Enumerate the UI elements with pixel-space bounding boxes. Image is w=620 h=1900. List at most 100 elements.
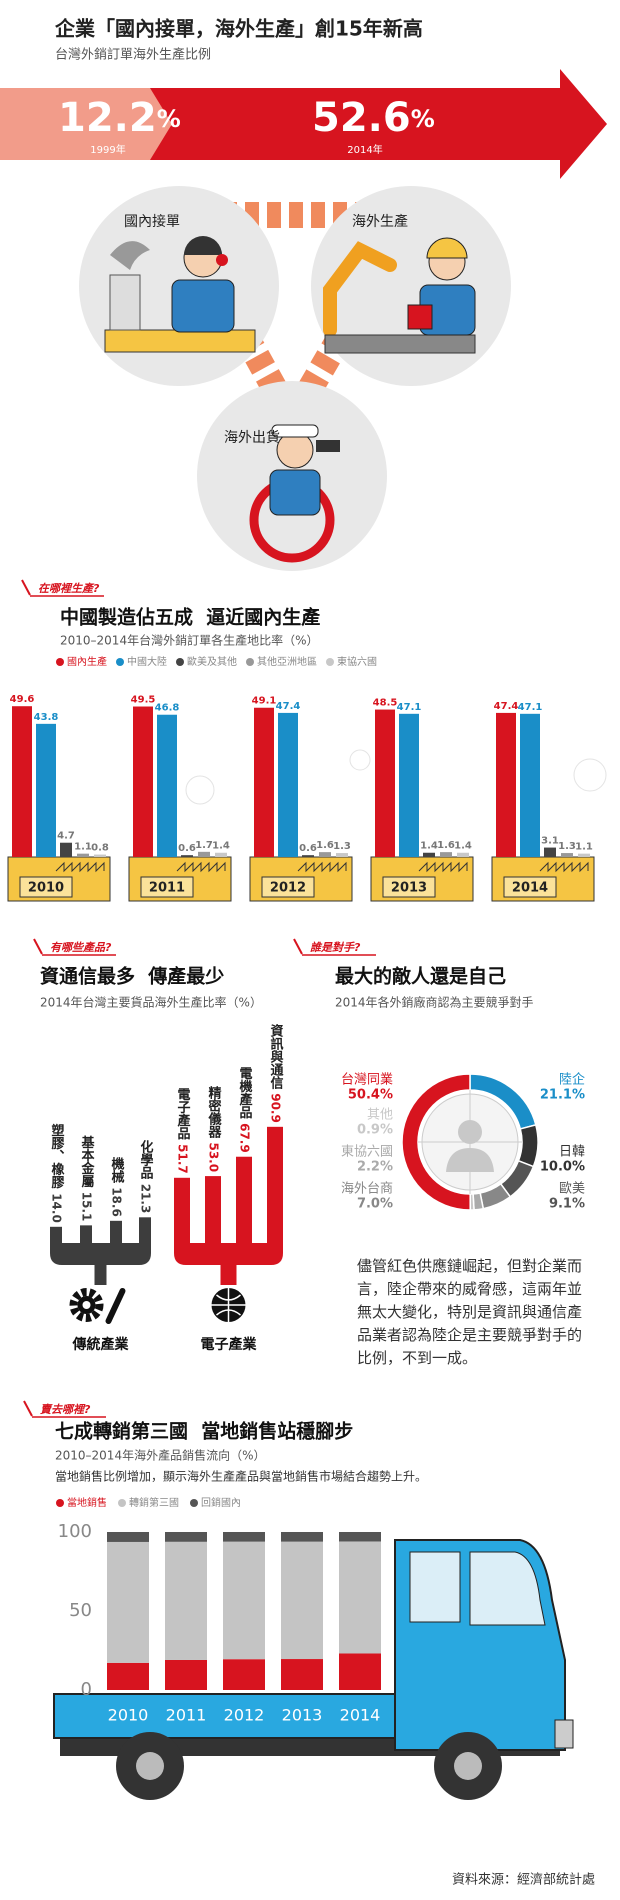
category-label: 塑膠、橡膠 (49, 1123, 65, 1190)
bar (94, 854, 106, 857)
value-label: 1.1 (74, 842, 92, 853)
fork-connector (174, 1243, 283, 1265)
category-label: 精密儀器 (206, 1086, 223, 1140)
truck-bumper (554, 1719, 574, 1749)
bubble (573, 758, 607, 792)
legend-label: 歐美及其他 (187, 655, 237, 668)
chart-title: 中國製造佔五成 逼近國內生產 (60, 606, 320, 629)
bar-segment (223, 1659, 265, 1690)
factory-roof (55, 861, 105, 873)
headset (216, 254, 228, 266)
tag-slash (23, 1400, 33, 1417)
source: 資料來源：經濟部統計處 (452, 1872, 595, 1888)
end-year: 2014年 (347, 143, 382, 156)
worker-helmet (426, 237, 468, 259)
slice-value: 21.1% (540, 1088, 585, 1103)
bar-segment (281, 1532, 323, 1542)
start-year: 1999年 (90, 143, 125, 156)
chart-title: 七成轉銷第三國 當地銷售站穩腳步 (55, 1420, 353, 1443)
value-label: 51.7 (176, 1144, 190, 1174)
x-tick-label: 2013 (391, 881, 427, 896)
section-tag: 在哪裡生產? (38, 582, 100, 595)
bar (198, 851, 210, 857)
binoculars (316, 440, 340, 452)
chart-note: 當地銷售比例增加，顯示海外生產產品與當地銷售市場結合趨勢上升。 (55, 1469, 427, 1484)
group-label: 傳統產業 (72, 1336, 130, 1353)
globe-lines (211, 1288, 246, 1322)
bar (60, 842, 72, 857)
section-tag: 有哪些產品? (50, 941, 112, 954)
bar (254, 707, 274, 857)
value-label: 1.3 (333, 841, 351, 852)
person-body (446, 1148, 494, 1172)
y-tick-label: 100 (58, 1521, 92, 1542)
legend-swatch (56, 1499, 64, 1507)
bar (205, 1176, 221, 1245)
factory-roof (297, 861, 347, 873)
bar-segment (165, 1541, 207, 1660)
slice-label: 日韓 (559, 1145, 585, 1160)
value-label: 48.5 (373, 698, 398, 709)
bar-segment (339, 1532, 381, 1542)
year-box (140, 876, 194, 898)
bar (561, 853, 573, 857)
bar (181, 855, 193, 857)
year-box (382, 876, 436, 898)
scene-label: 海外生產 (352, 213, 408, 230)
value-label: 47.1 (397, 702, 422, 713)
page-title: 企業「國內接單，海外生產」創15年新高 (54, 17, 423, 41)
desk (104, 329, 256, 353)
bar (139, 1217, 151, 1245)
value-label: 14.0 (50, 1193, 64, 1223)
x-tick-label: 2012 (224, 1706, 265, 1725)
legend-swatch (56, 658, 64, 666)
category-label: 電子產品 (175, 1088, 192, 1141)
start-band (0, 88, 172, 160)
pigeon (110, 241, 150, 270)
bar (423, 852, 435, 857)
value-label: 1.4 (212, 841, 230, 852)
value-label: 1.4 (420, 841, 438, 852)
bar (50, 1226, 62, 1245)
y-tick-label: 0 (81, 1679, 92, 1700)
slice-value: 50.4% (348, 1088, 393, 1103)
value-label: 1.7 (195, 840, 213, 851)
chart-subtitle: 2014年台灣主要貨品海外生產比率（%） (40, 995, 262, 1010)
bar (174, 1177, 190, 1245)
bar-segment (107, 1541, 149, 1663)
bar-segment (107, 1532, 149, 1542)
value-label: 0.8 (91, 843, 109, 854)
value-label: 49.5 (131, 695, 156, 706)
group-label: 電子產業 (201, 1336, 258, 1353)
bar-segment (339, 1541, 381, 1654)
bubble (185, 775, 215, 805)
tag-slash (33, 938, 43, 955)
value-label: 15.1 (80, 1192, 94, 1222)
bar (578, 853, 590, 857)
category-label: 基本金屬 (79, 1135, 96, 1189)
x-tick-label: 2012 (270, 881, 306, 896)
slice-value: 2.2% (357, 1160, 393, 1175)
scene-label: 海外出貨 (224, 429, 280, 446)
slice-label: 台灣同業 (341, 1072, 393, 1088)
value-label: 1.1 (575, 842, 593, 853)
factory-roof (539, 861, 589, 873)
bubble (349, 749, 371, 771)
wrench-icon (105, 1288, 126, 1324)
slice-label: 陸企 (559, 1072, 585, 1088)
bar (80, 1225, 92, 1245)
slice-value: 10.0% (540, 1160, 585, 1175)
legend-swatch (118, 1499, 126, 1507)
bar-segment (281, 1659, 323, 1690)
bar (278, 712, 298, 857)
x-tick-label: 2013 (282, 1706, 323, 1725)
year-box (261, 876, 315, 898)
value-label: 90.9 (269, 1093, 283, 1123)
bar (267, 1126, 283, 1245)
tag-slash (293, 938, 303, 955)
legend-label: 東協六國 (337, 655, 377, 668)
bar (157, 714, 177, 857)
x-tick-label: 2010 (108, 1706, 149, 1725)
